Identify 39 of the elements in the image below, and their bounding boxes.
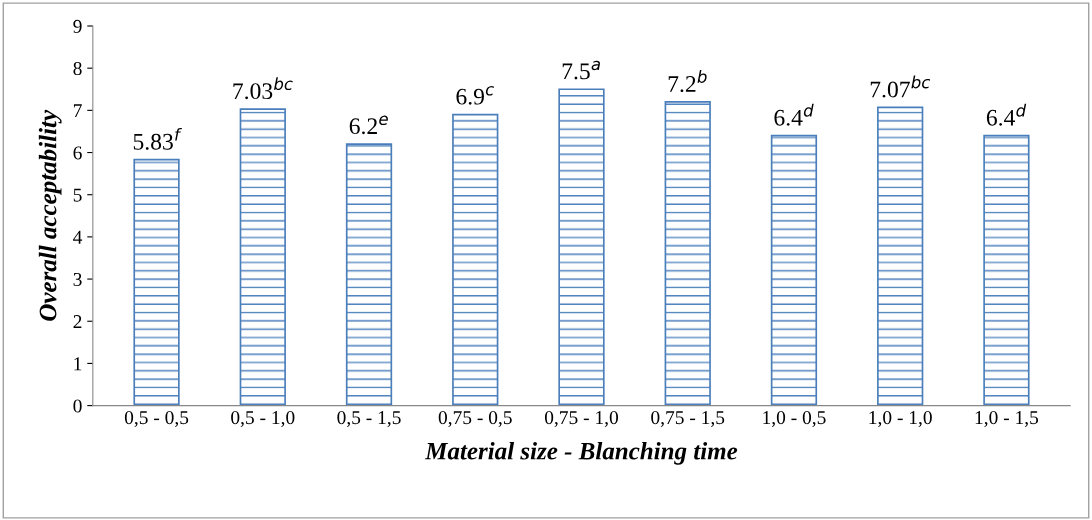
data-label: 6.4$^{d}$ <box>774 103 814 126</box>
y-tick-label: 6 <box>73 146 82 160</box>
bar <box>770 134 818 406</box>
data-label: 6.2$^{e}$ <box>349 115 388 135</box>
data-label: 6.4$^{d}$ <box>986 103 1027 126</box>
x-axis-title: Material size - Blanching time <box>424 441 738 465</box>
data-label: 5.83$^{f}$ <box>133 127 182 150</box>
x-tick-label: 0,5 - 1,0 <box>231 411 295 427</box>
y-tick-label: 1 <box>74 357 82 371</box>
bar <box>345 143 393 406</box>
y-tick-label: 9 <box>73 19 82 33</box>
data-label: 6.9$^{c}$ <box>456 86 495 105</box>
y-tick-label: 8 <box>73 61 82 76</box>
bar <box>452 113 499 406</box>
x-tick-label: 1,0 - 1,5 <box>975 411 1039 427</box>
bar <box>133 158 180 406</box>
y-tick-label: 4 <box>73 230 83 244</box>
y-tick-label: 5 <box>73 188 82 202</box>
y-tick-label: 7 <box>73 104 82 118</box>
data-label: 7.03$^{bc}$ <box>233 77 293 100</box>
x-tick-label: 0,5 - 1,5 <box>337 411 401 427</box>
bar <box>983 134 1030 406</box>
x-tick-label: 0,75 - 1,5 <box>651 411 725 427</box>
x-tick-label: 0,75 - 0,5 <box>438 411 512 427</box>
y-axis-title: Overall acceptability <box>38 109 62 321</box>
x-tick-label: 1,0 - 1,0 <box>869 411 932 427</box>
y-tick-label: 0 <box>73 399 82 413</box>
bar <box>558 88 605 406</box>
x-tick-label: 1,0 - 0,5 <box>763 411 826 427</box>
bar <box>877 106 924 406</box>
bar <box>239 108 286 406</box>
data-label: 7.2$^{b}$ <box>668 70 707 93</box>
data-label: 7.07$^{bc}$ <box>870 75 931 98</box>
x-tick-label: 0,5 - 0,5 <box>124 411 189 427</box>
x-tick-label: 0,75 - 1,0 <box>544 411 619 427</box>
y-tick-label: 2 <box>73 315 82 328</box>
y-tick-label: 3 <box>73 272 82 286</box>
data-label: 7.5$^{a}$ <box>562 60 600 80</box>
bar <box>664 101 711 406</box>
